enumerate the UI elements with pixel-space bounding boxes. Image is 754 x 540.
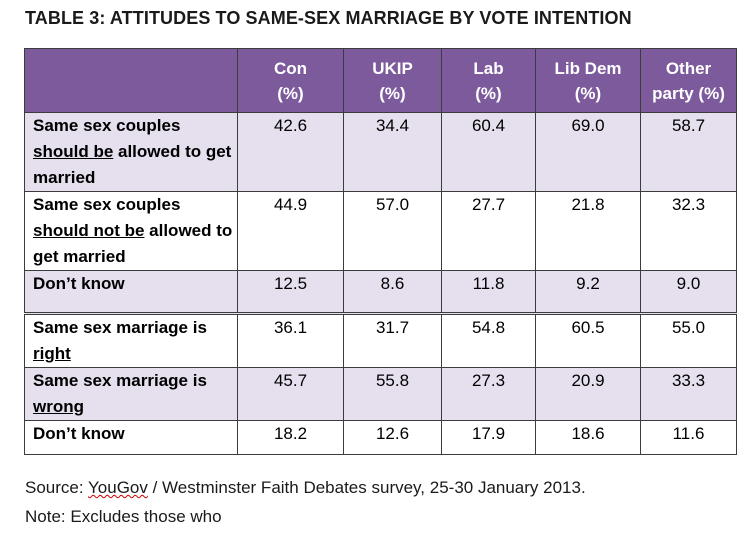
column-header-ukip-name: UKIP <box>372 58 413 78</box>
cell-libdem: 20.9 <box>535 367 641 421</box>
row-label: Don’t know <box>24 270 238 314</box>
cell-lab: 17.9 <box>441 420 536 455</box>
row-label: Same sex couples should be allowed to ge… <box>24 112 238 192</box>
column-header-ukip-unit: (%) <box>379 83 406 103</box>
column-header-ukip: UKIP (%) <box>343 48 442 113</box>
table-header-row: Con (%) UKIP (%) Lab (%) Lib Dem (%) Oth… <box>24 48 737 113</box>
column-header-libdem: Lib Dem (%) <box>535 48 641 113</box>
column-header-libdem-unit: (%) <box>574 83 602 103</box>
cell-con: 12.5 <box>237 270 344 314</box>
attitudes-table: Con (%) UKIP (%) Lab (%) Lib Dem (%) Oth… <box>24 48 737 455</box>
column-header-lab-name: Lab <box>473 58 504 78</box>
cell-libdem: 60.5 <box>535 312 641 368</box>
cell-other: 33.3 <box>640 367 737 421</box>
column-header-other: Other party (%) <box>640 48 737 113</box>
cell-other: 11.6 <box>640 420 737 455</box>
table-row: Same sex marriage is right 36.1 31.7 54.… <box>24 312 737 368</box>
exclusion-note: Note: Excludes those who <box>25 507 222 526</box>
cell-ukip: 34.4 <box>343 112 442 192</box>
cell-ukip: 55.8 <box>343 367 442 421</box>
table-row: Don’t know 18.2 12.6 17.9 18.6 11.6 <box>24 420 737 455</box>
cell-other: 9.0 <box>640 270 737 314</box>
row-label: Don’t know <box>24 420 238 455</box>
cell-lab: 27.7 <box>441 191 536 271</box>
column-header-other-name: Other <box>665 58 712 78</box>
cell-lab: 60.4 <box>441 112 536 192</box>
source-prefix: Source: <box>25 478 89 497</box>
column-header-libdem-name: Lib Dem <box>554 58 622 78</box>
cell-other: 55.0 <box>640 312 737 368</box>
header-label-cell <box>24 48 238 113</box>
source-note: Source: YouGov / Westminster Faith Debat… <box>25 478 586 498</box>
cell-con: 36.1 <box>237 312 344 368</box>
table-row: Same sex couples should be allowed to ge… <box>24 112 737 192</box>
cell-con: 42.6 <box>237 112 344 192</box>
row-label: Same sex marriage is wrong <box>24 367 238 421</box>
cell-other: 32.3 <box>640 191 737 271</box>
table-row: Same sex couples should not be allowed t… <box>24 191 737 271</box>
column-header-con-unit: (%) <box>277 83 304 103</box>
table-title: TABLE 3: ATTITUDES TO SAME-SEX MARRIAGE … <box>25 8 632 28</box>
cell-ukip: 31.7 <box>343 312 442 368</box>
row-label: Same sex couples should not be allowed t… <box>24 191 238 271</box>
column-header-other-unit: party (%) <box>652 83 725 103</box>
cell-lab: 54.8 <box>441 312 536 368</box>
cell-lab: 11.8 <box>441 270 536 314</box>
column-header-con: Con (%) <box>237 48 344 113</box>
column-header-lab: Lab (%) <box>441 48 536 113</box>
cell-con: 18.2 <box>237 420 344 455</box>
column-header-lab-unit: (%) <box>475 83 502 103</box>
cell-libdem: 18.6 <box>535 420 641 455</box>
cell-con: 45.7 <box>237 367 344 421</box>
cell-ukip: 8.6 <box>343 270 442 314</box>
table-row: Same sex marriage is wrong 45.7 55.8 27.… <box>24 367 737 421</box>
cell-libdem: 69.0 <box>535 112 641 192</box>
column-header-con-name: Con <box>273 58 308 78</box>
cell-lab: 27.3 <box>441 367 536 421</box>
cell-libdem: 9.2 <box>535 270 641 314</box>
cell-libdem: 21.8 <box>535 191 641 271</box>
source-rest: / Westminster Faith Debates survey, 25-3… <box>147 478 586 497</box>
table-row: Don’t know 12.5 8.6 11.8 9.2 9.0 <box>24 270 737 314</box>
cell-other: 58.7 <box>640 112 737 192</box>
cell-ukip: 57.0 <box>343 191 442 271</box>
cell-con: 44.9 <box>237 191 344 271</box>
cell-ukip: 12.6 <box>343 420 442 455</box>
source-link-yougov: YouGov <box>88 478 148 497</box>
row-label: Same sex marriage is right <box>24 312 238 368</box>
